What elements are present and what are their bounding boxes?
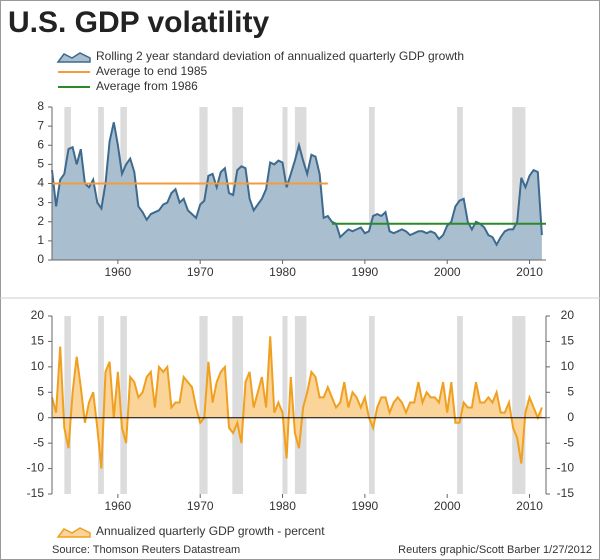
- x-tick-label: 1990: [352, 265, 379, 279]
- x-tick-label: 1970: [187, 265, 214, 279]
- x-tick-label: 2000: [434, 265, 461, 279]
- y-tick-label: 3: [37, 195, 44, 209]
- y-tick-label: 1: [37, 233, 44, 247]
- y-tick-label: 5: [37, 157, 44, 171]
- credit: Reuters graphic/Scott Barber 1/27/2012: [398, 544, 592, 556]
- recession-band: [120, 316, 127, 494]
- recession-band: [199, 316, 208, 494]
- y-tick-label: -5: [33, 435, 44, 449]
- legend-label: Average from 1986: [96, 79, 198, 93]
- x-tick-label: 1990: [352, 499, 379, 513]
- y-tick-label: -15: [27, 486, 45, 500]
- recession-band: [64, 316, 71, 494]
- legend-label: Annualized quarterly GDP growth - percen…: [96, 524, 325, 538]
- y-tick-label: 6: [37, 137, 44, 151]
- legend-label: Rolling 2 year standard deviation of ann…: [96, 49, 464, 63]
- source: Source: Thomson Reuters Datastream: [52, 544, 240, 556]
- y-tick-label: 2: [37, 214, 44, 228]
- recession-band: [232, 316, 244, 494]
- y2-tick-label: 15: [561, 334, 575, 348]
- recession-band: [368, 107, 375, 260]
- recession-band: [98, 316, 104, 494]
- x-tick-label: 2000: [434, 499, 461, 513]
- x-tick-label: 1960: [105, 499, 132, 513]
- y2-tick-label: -5: [563, 435, 574, 449]
- legend-label: Average to end 1985: [96, 64, 208, 78]
- legend-swatch: [56, 52, 91, 63]
- y-tick-label: 20: [31, 308, 45, 322]
- y-tick-label: -10: [27, 461, 45, 475]
- y-tick-label: 7: [37, 118, 44, 132]
- y-tick-label: 10: [31, 359, 45, 373]
- recession-band: [457, 316, 463, 494]
- x-tick-label: 1960: [105, 265, 132, 279]
- y-tick-label: 8: [37, 99, 44, 113]
- y-tick-label: 0: [37, 252, 44, 266]
- y-tick-label: 0: [37, 410, 44, 424]
- recession-band: [368, 316, 375, 494]
- y2-tick-label: -15: [557, 486, 575, 500]
- recession-band: [282, 316, 288, 494]
- recession-band: [512, 316, 526, 494]
- area-fill: [52, 122, 542, 260]
- legend-swatch: [56, 527, 91, 538]
- x-tick-label: 2010: [516, 265, 543, 279]
- x-tick-label: 1970: [187, 499, 214, 513]
- x-tick-label: 1980: [269, 499, 296, 513]
- recession-band: [294, 316, 307, 494]
- area-line: [51, 336, 543, 469]
- y2-tick-label: 5: [567, 384, 574, 398]
- y-tick-label: 5: [37, 384, 44, 398]
- y-tick-label: 15: [31, 334, 45, 348]
- y2-tick-label: 10: [561, 359, 575, 373]
- y2-tick-label: 20: [561, 308, 575, 322]
- x-tick-label: 2010: [516, 499, 543, 513]
- x-tick-label: 1980: [269, 265, 296, 279]
- y-tick-label: 4: [37, 176, 44, 190]
- y2-tick-label: 0: [567, 410, 574, 424]
- chart-title: U.S. GDP volatility: [8, 6, 269, 39]
- recession-band: [457, 107, 463, 260]
- y2-tick-label: -10: [557, 461, 575, 475]
- area-line: [51, 122, 543, 247]
